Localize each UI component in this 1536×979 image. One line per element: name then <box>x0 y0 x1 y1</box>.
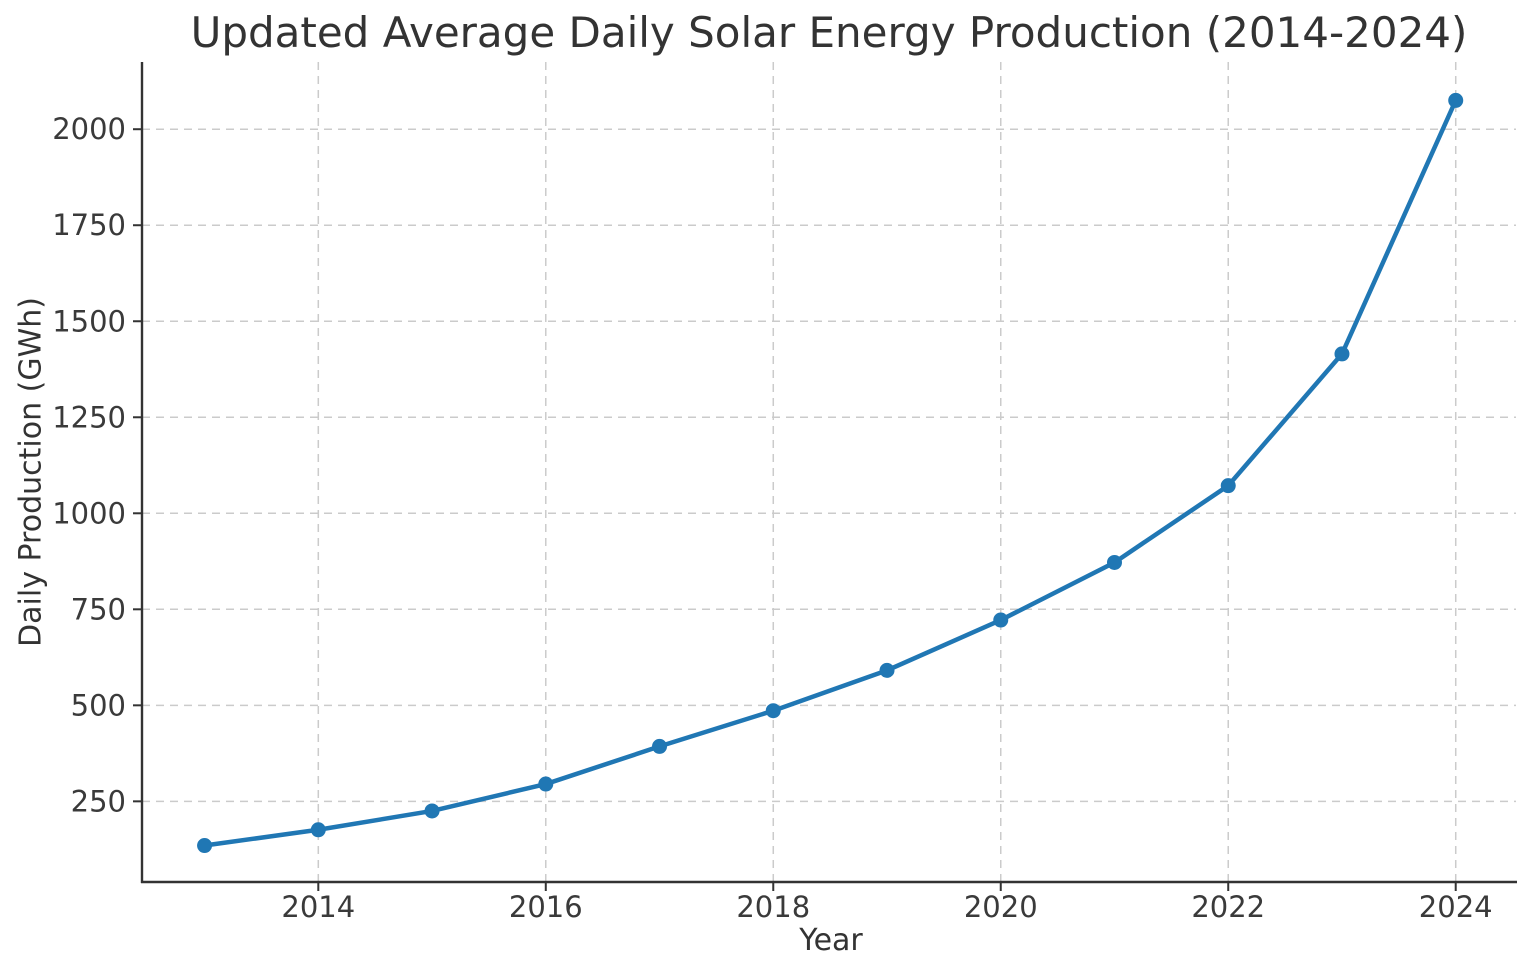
data-point-2015 <box>424 803 440 819</box>
data-point-2013 <box>197 838 213 854</box>
data-point-2019 <box>879 662 895 678</box>
x-tick-label-2020: 2020 <box>964 890 1038 924</box>
x-axis-label: Year <box>799 923 863 958</box>
x-tick-label-2018: 2018 <box>736 890 810 924</box>
data-point-2017 <box>652 738 668 754</box>
chart-title: Updated Average Daily Solar Energy Produ… <box>190 8 1468 57</box>
data-point-2018 <box>765 703 781 719</box>
y-tick-label-1250: 1250 <box>52 400 126 434</box>
y-tick-label-500: 500 <box>71 688 126 722</box>
data-point-2022 <box>1220 478 1236 494</box>
y-tick-label-2000: 2000 <box>52 112 126 146</box>
y-tick-label-1750: 1750 <box>52 208 126 242</box>
series-line-0 <box>202 98 1458 848</box>
data-point-2020 <box>993 612 1009 628</box>
x-tick-label-2016: 2016 <box>509 890 583 924</box>
y-tick-label-750: 750 <box>71 592 126 626</box>
x-tick-label-2014: 2014 <box>281 890 355 924</box>
x-tick-label-2022: 2022 <box>1191 890 1265 924</box>
data-point-2024 <box>1448 92 1464 108</box>
y-tick-label-250: 250 <box>71 784 126 818</box>
y-tick-label-1500: 1500 <box>52 304 126 338</box>
data-point-2014 <box>310 822 326 838</box>
x-tick-label-2024: 2024 <box>1419 890 1493 924</box>
data-point-2023 <box>1334 346 1350 362</box>
data-point-2016 <box>538 776 554 792</box>
y-tick-label-1000: 1000 <box>52 496 126 530</box>
data-point-2021 <box>1106 554 1122 570</box>
